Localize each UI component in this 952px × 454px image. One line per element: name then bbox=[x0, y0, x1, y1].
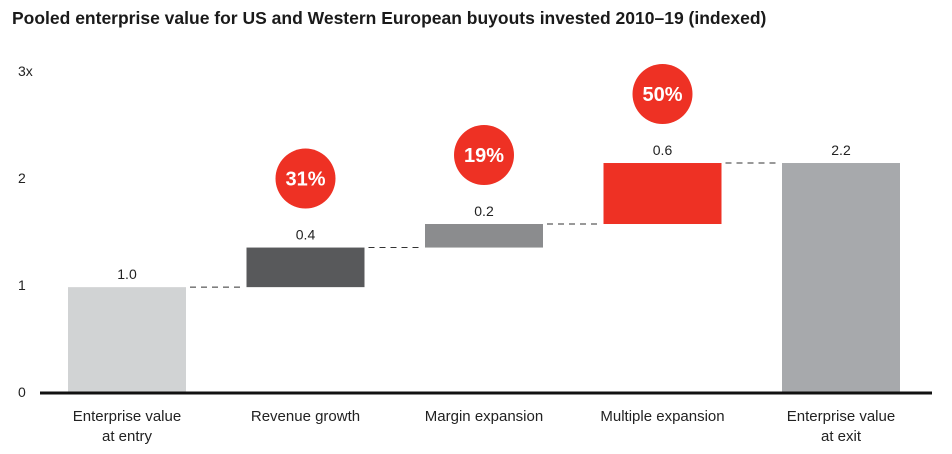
share-badge-label: 31% bbox=[285, 169, 325, 191]
y-tick-label: 1 bbox=[18, 277, 26, 293]
data-label: 2.2 bbox=[831, 142, 851, 158]
bar bbox=[425, 224, 543, 248]
data-label: 1.0 bbox=[117, 266, 137, 282]
share-badge bbox=[454, 125, 514, 186]
data-label: 0.4 bbox=[296, 227, 316, 243]
share-badge bbox=[632, 64, 693, 125]
x-category-label: at exit bbox=[821, 428, 862, 445]
data-label: 0.6 bbox=[653, 142, 673, 158]
y-tick-label: 2 bbox=[18, 170, 26, 186]
x-category-label: Multiple expansion bbox=[600, 408, 724, 425]
bar bbox=[603, 163, 722, 225]
y-tick-label: 3x bbox=[18, 63, 33, 79]
share-badge-label: 19% bbox=[464, 145, 504, 167]
share-badge-label: 50% bbox=[642, 84, 682, 106]
x-category-label: at entry bbox=[102, 428, 153, 445]
x-category-label: Enterprise value bbox=[73, 408, 181, 425]
bar bbox=[68, 287, 186, 392]
y-tick-label: 0 bbox=[18, 384, 26, 400]
x-category-label: Revenue growth bbox=[251, 408, 360, 425]
x-category-label: Margin expansion bbox=[425, 408, 543, 425]
share-badge bbox=[275, 148, 336, 209]
bar bbox=[782, 163, 900, 392]
chart-title: Pooled enterprise value for US and Weste… bbox=[12, 8, 767, 28]
bar bbox=[246, 247, 365, 288]
data-label: 0.2 bbox=[474, 203, 494, 219]
x-category-label: Enterprise value bbox=[787, 408, 895, 425]
